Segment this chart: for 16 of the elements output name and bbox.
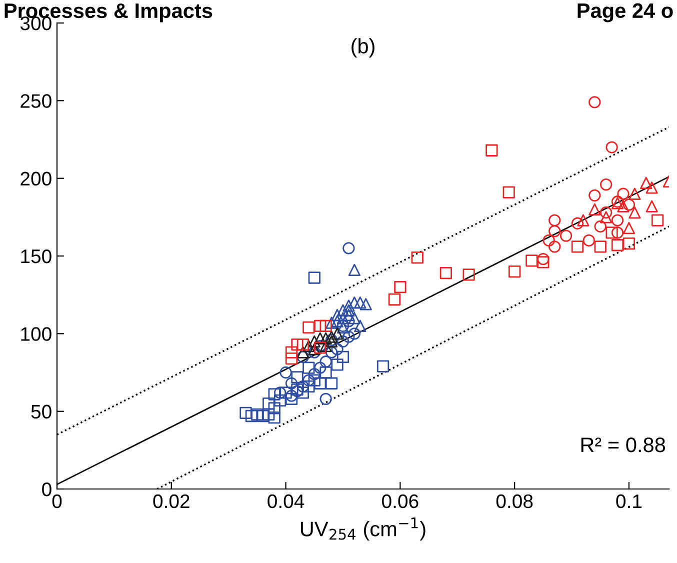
annotation: R² = 0.88 [581,438,666,452]
x-tick-label: 0.08 [496,494,533,508]
x-tick-label: 0 [52,494,62,508]
y-tick-label: 100 [21,327,52,341]
y-tick-label: 50 [31,404,52,419]
text: Page 24 o [578,3,673,22]
x-axis-title: UV$_{254}$ (cm$^{−1}$) [300,518,426,540]
x-tick-label: 0.02 [153,494,190,508]
text: (b) [352,38,374,58]
y-tick-label: 200 [20,172,52,186]
y-tick-label: 0 [42,482,52,496]
x-tick-label: 0.06 [382,494,418,508]
y-tick-label: 250 [20,94,52,108]
y-tick-label: 150 [21,249,52,264]
x-tick-label: 0.04 [268,494,304,508]
x-tick-label: 0.1 [616,494,642,508]
